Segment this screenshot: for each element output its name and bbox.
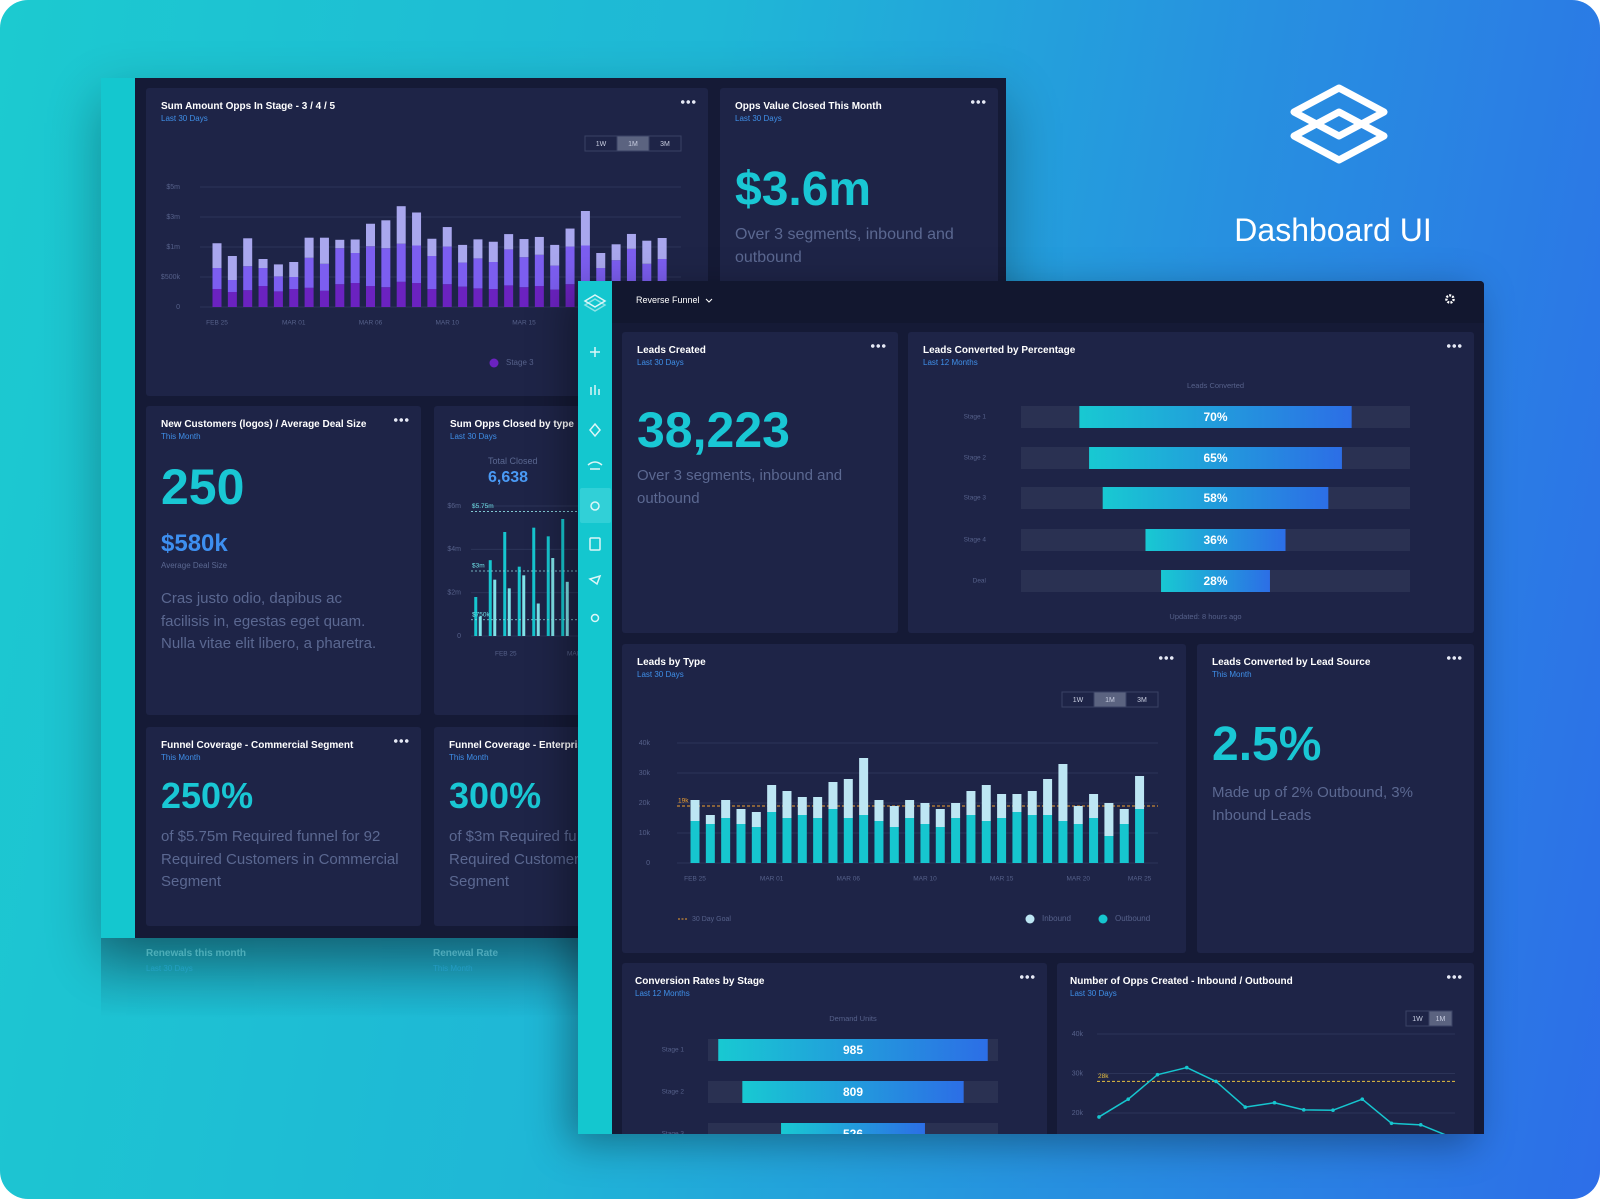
kpi-value: $3.6m (735, 163, 872, 216)
card-subtitle: Last 30 Days (637, 358, 684, 367)
card-title: Sum Opps Closed by type (450, 419, 574, 430)
kpi-value: 2.5% (1212, 718, 1322, 771)
card: Leads by Type Last 30 Days (622, 644, 1186, 953)
nav-icon[interactable] (588, 574, 602, 586)
kpi-description: Over 3 segments, inbound and outbound (637, 467, 843, 507)
card: Leads Converted by Lead Source This Mont… (1197, 644, 1474, 953)
card: Funnel Coverage - Commercial Segment Thi… (146, 727, 421, 926)
menu[interactable] (1158, 656, 1174, 660)
card: Leads Converted by Percentage Last 12 Mo… (908, 332, 1474, 633)
nav-icon[interactable] (590, 501, 600, 511)
description: of $3m Required fu Required Customers Segm… (449, 826, 587, 894)
nav-icon[interactable] (589, 422, 601, 438)
reflection: Renewals this month Last 30 Days Renewal… (101, 938, 578, 1018)
description-line: Required Customers (449, 850, 587, 868)
card-title: Funnel Coverage - Commercial Segment (161, 740, 354, 751)
kpi-value: 38,223 (637, 402, 790, 458)
menu[interactable] (1019, 975, 1035, 979)
card-title: Opps Value Closed This Month (735, 101, 882, 112)
card-title: New Customers (logos) / Average Deal Siz… (161, 419, 367, 430)
nav-logo[interactable] (583, 294, 607, 308)
kpi-description: Made up of 2% Outbound, 3% Inbound Leads (1212, 784, 1413, 824)
total-label: Total Closed (488, 456, 538, 466)
nav-active[interactable] (580, 488, 611, 523)
kpi-value: 250% (161, 775, 254, 816)
nav-icon[interactable] (587, 461, 603, 470)
deal-size: $580k (161, 530, 228, 557)
card-subtitle: Last 30 Days (637, 670, 684, 679)
card-subtitle: This Month (161, 432, 201, 441)
logo (1290, 84, 1388, 164)
kpi-description: Over 3 segments, inbound and outbound (735, 226, 954, 266)
menu[interactable] (393, 418, 409, 422)
card-subtitle: This Month (449, 753, 489, 762)
menu[interactable] (1446, 975, 1462, 979)
card-title: Leads Converted by Percentage (923, 345, 1076, 356)
description: of $5.75m Required funnel for 92 Require… (161, 828, 399, 890)
card-title: Leads by Type (637, 657, 706, 668)
kpi-value: 250 (161, 459, 245, 515)
card-subtitle: Last 30 Days (146, 964, 193, 973)
dropdown-caret[interactable] (705, 297, 713, 305)
card-subtitle: This Month (433, 964, 473, 973)
top-bar: Reverse Funnel (612, 281, 1484, 323)
settings-icon[interactable] (1444, 293, 1456, 305)
nav-title[interactable]: Reverse Funnel (636, 295, 700, 305)
sidebar (101, 78, 135, 938)
deal-size-label: Average Deal Size (161, 561, 228, 570)
card-title: Conversion Rates by Stage (635, 976, 765, 987)
menu[interactable] (870, 344, 886, 348)
card-title: Renewal Rate (433, 948, 499, 959)
front-window: Reverse Funnel Leads Created Last 30 Day… (578, 281, 1484, 1134)
card: Leads Created Last 30 Days 38,223 Over 3… (622, 332, 898, 633)
nav-icon[interactable] (590, 347, 600, 357)
card-title: Renewals this month (146, 948, 247, 959)
card-title: Leads Created (637, 345, 706, 356)
nav-icon[interactable] (590, 385, 600, 395)
menu[interactable] (393, 739, 409, 743)
card-title: Sum Amount Opps In Stage - 3 / 4 / 5 (161, 101, 336, 112)
description: Cras justo odio, dapibus ac facilisis in… (161, 590, 377, 652)
card-subtitle: This Month (161, 753, 201, 762)
menu[interactable] (680, 100, 696, 104)
nav-icon[interactable] (590, 613, 600, 623)
card-subtitle: Last 12 Months (923, 358, 978, 367)
card-subtitle: Last 12 Months (635, 989, 690, 998)
menu[interactable] (1446, 656, 1462, 660)
menu[interactable] (1446, 344, 1462, 348)
total-value: 6,638 (488, 469, 529, 486)
card-title: Number of Opps Created - Inbound / Outbo… (1070, 976, 1293, 987)
card-title: Funnel Coverage - Enterprise (449, 740, 589, 751)
card-subtitle: Last 30 Days (450, 432, 497, 441)
card: Conversion Rates by Stage Last 12 Months (622, 963, 1047, 1134)
menu[interactable] (970, 100, 986, 104)
sidebar-icons (580, 294, 611, 623)
kpi-value: 300% (449, 775, 542, 816)
card: New Customers (logos) / Average Deal Siz… (146, 406, 421, 715)
card-subtitle: Last 30 Days (1070, 989, 1117, 998)
card: Number of Opps Created - Inbound / Outbo… (1057, 963, 1474, 1134)
card-title: Leads Converted by Lead Source (1212, 657, 1371, 668)
description-line: Segment (449, 873, 510, 890)
brand-title: Dashboard UI (1234, 212, 1432, 248)
nav-icon[interactable] (589, 537, 601, 551)
card-subtitle: This Month (1212, 670, 1252, 679)
description-line: of $3m Required fu (449, 828, 577, 845)
card-subtitle: Last 30 Days (735, 114, 782, 123)
card-subtitle: Last 30 Days (161, 114, 208, 123)
